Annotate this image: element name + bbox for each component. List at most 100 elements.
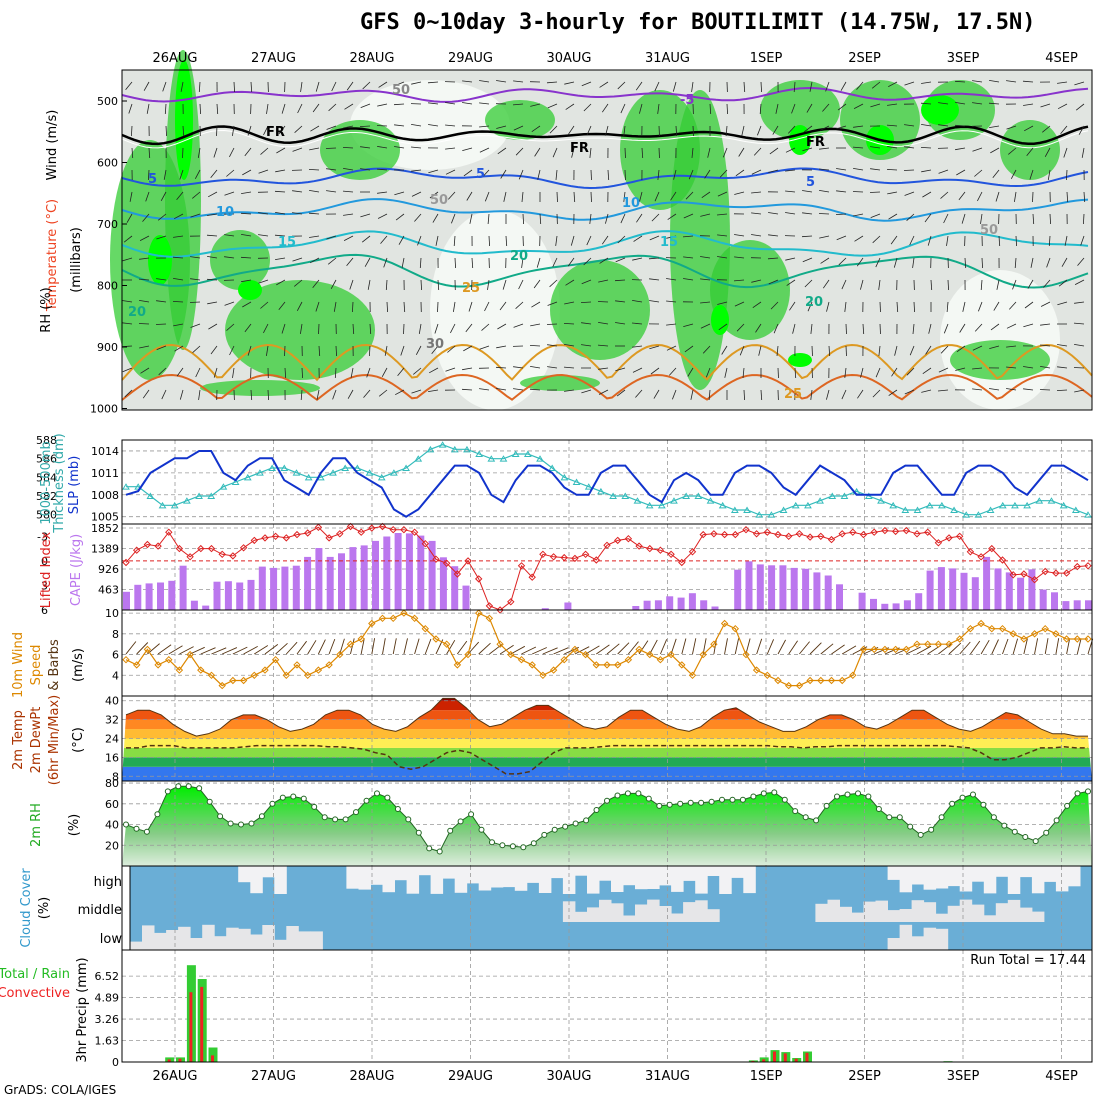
- wind-barb: [792, 323, 796, 334]
- wind-barb: [651, 213, 660, 222]
- rh-marker: [980, 801, 987, 808]
- wind-barb: [658, 125, 660, 137]
- wind-barb: [1043, 279, 1051, 288]
- wind-barb: [213, 367, 218, 378]
- wind-barb: [192, 191, 201, 199]
- contour-label: 5: [806, 175, 815, 190]
- wind-barb: [292, 257, 303, 262]
- y-tick-label: 16: [105, 751, 119, 764]
- wind-barb: [367, 279, 371, 290]
- cloud-low-cell: [142, 925, 155, 950]
- wind-barb: [607, 169, 610, 181]
- wind-barb: [1042, 125, 1051, 133]
- wind-barb: [513, 388, 524, 391]
- wind-barb: [597, 344, 609, 347]
- thk-tick-label: 582: [36, 490, 57, 503]
- date-label-bottom: 1SEP: [750, 1069, 783, 1084]
- wind-barb: [930, 279, 933, 291]
- wind-barb: [1022, 80, 1034, 83]
- wind-barb: [794, 367, 797, 379]
- wind-barb: [266, 345, 269, 356]
- wind-barb: [190, 323, 201, 328]
- wind-barb: [958, 191, 966, 201]
- wind-barb: [366, 367, 371, 378]
- cloud-low-cell: [154, 932, 167, 950]
- cape-bar: [281, 566, 289, 610]
- wind-barb: [1029, 169, 1034, 180]
- li-marker: [314, 523, 323, 532]
- date-label-bottom: 31AUG: [645, 1069, 690, 1084]
- wind-barb: [628, 641, 639, 655]
- wind-barb: [1032, 213, 1035, 225]
- cape-bar: [1085, 600, 1092, 610]
- rh-marker: [415, 829, 422, 836]
- wind-barb: [312, 279, 320, 289]
- wind-barb: [751, 212, 762, 215]
- li-marker: [186, 553, 194, 561]
- wind-barb: [1024, 125, 1034, 132]
- wind-barb: [274, 190, 286, 193]
- wind-barb: [342, 147, 354, 149]
- wind-barb: [155, 323, 167, 325]
- cloud-mid-cell: [695, 900, 708, 922]
- rh-saturated-area: [148, 235, 172, 285]
- wind-barb: [146, 103, 150, 114]
- rh-marker: [739, 796, 746, 803]
- contour-label: 25: [784, 387, 802, 402]
- wind-barb: [445, 124, 456, 127]
- contour-label: 50: [980, 223, 998, 238]
- cape-bar: [179, 565, 187, 610]
- rh-marker: [949, 800, 956, 807]
- wind-barb: [1023, 323, 1034, 328]
- wind-barb: [318, 345, 321, 357]
- wind-barb: [432, 213, 439, 223]
- thickness-marker: [146, 492, 155, 499]
- wind-barb: [702, 345, 711, 354]
- cloud-mid-cell: [574, 911, 588, 922]
- li-marker: [560, 553, 568, 562]
- li-marker: [239, 544, 248, 552]
- wind-barb: [650, 367, 660, 375]
- wind-barb: [198, 389, 201, 400]
- wind-barb: [210, 345, 218, 355]
- wind-barb: [648, 257, 660, 260]
- wind-marker: [357, 635, 365, 643]
- wind-barb: [479, 80, 490, 83]
- wind-barb: [1044, 638, 1049, 655]
- wind-barb: [623, 125, 626, 136]
- rh-marker: [813, 817, 820, 824]
- wind-barb: [567, 257, 575, 267]
- wind-barb: [585, 645, 600, 655]
- wind-barb: [811, 367, 813, 379]
- wind-barb: [360, 146, 371, 149]
- cape-bar: [1073, 600, 1081, 610]
- wind-barb: [743, 81, 746, 93]
- cloud-mid-cell: [599, 899, 612, 922]
- wind-barb: [469, 213, 473, 224]
- wind-marker: [122, 655, 130, 664]
- contour-label: 10: [216, 205, 234, 220]
- cloud-mid-cell: [947, 905, 961, 922]
- wind-barb: [1027, 279, 1034, 289]
- wind-barb: [549, 279, 558, 288]
- contour-label: 5: [476, 167, 485, 182]
- li-marker: [870, 528, 878, 536]
- cloud-low-cell: [226, 927, 239, 950]
- wind-barb: [393, 103, 405, 106]
- wind-barb: [284, 367, 287, 379]
- cape-bar: [734, 569, 742, 610]
- li-marker: [410, 528, 419, 536]
- wind-barb: [333, 301, 337, 312]
- rh-marker: [1001, 822, 1008, 829]
- wind-barb: [192, 345, 201, 353]
- wind-barb: [496, 80, 507, 83]
- rh-marker: [279, 794, 286, 801]
- li-marker: [368, 524, 376, 532]
- wind-barb: [904, 124, 915, 127]
- wind-barb: [844, 367, 847, 378]
- wind-barb: [297, 103, 303, 114]
- wind-barb: [768, 212, 779, 215]
- li-marker: [336, 530, 344, 538]
